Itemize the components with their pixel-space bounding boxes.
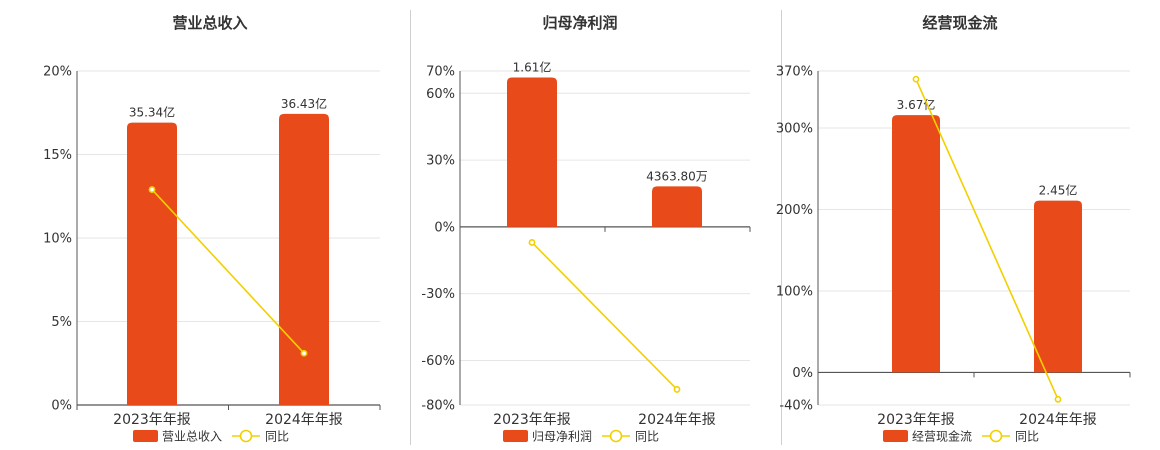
chart2-legend-line-marker [609,429,623,443]
chart1-category-label-2: 2024年年报 [265,412,343,428]
chart1-bar-1 [127,122,177,406]
chart3-ytick-label: 0% [792,366,813,381]
chart3-ytick-label: 100% [776,284,813,299]
chart3-ytick-label: 300% [776,122,813,137]
chart1-legend-bar-swatch [133,430,158,442]
chart1-bar-label-1: 35.34亿 [129,105,175,120]
chart1-yoy-line [151,189,305,354]
chart2-yoy-line [531,241,678,390]
chart3-yoy-point-1 [912,75,920,83]
chart3-legend-bar-label: 经营现金流 [912,429,972,444]
chart3-title: 经营现金流 [922,14,997,32]
chart2-ytick-label: -30% [421,287,455,302]
chart1-category-label-1: 2023年年报 [113,412,191,428]
chart1-ytick-label: 5% [51,315,72,330]
chart1-legend-line-marker [239,429,253,443]
chart3-category-label-1: 2023年年报 [877,412,955,428]
chart1-yoy-point-2 [300,349,308,357]
chart3-ytick-label: -40% [779,399,813,414]
chart3-legend-line-label: 同比 [1015,430,1039,444]
chart3-ytick-label: 370% [776,65,813,80]
chart1-ytick-label: 10% [43,232,72,247]
chart3-bar-2 [1034,200,1082,373]
chart2-yoy-point-2 [673,386,681,393]
chart1-ytick-label: 0% [51,399,72,414]
chart3-bar-1 [892,115,940,373]
chart1-yoy-point-1 [148,186,156,193]
chart3-yoy-point-2 [1054,395,1062,403]
chart1-title: 营业总收入 [172,14,247,32]
chart3-category-label-2: 2024年年报 [1019,412,1097,428]
chart3-legend-line-marker [989,429,1003,443]
chart2-bar-1 [507,77,557,227]
chart3-yoy-line [915,78,1059,400]
chart2-category-label-1: 2023年年报 [493,412,571,428]
chart2-ytick-label: 30% [426,154,455,169]
chart2-category-label-2: 2024年年报 [638,412,716,428]
panel-divider-2 [781,10,782,445]
chart2-ytick-label: 70% [426,65,455,80]
chart2-ytick-label: 60% [426,87,455,102]
chart1-legend-bar-label: 营业总收入 [162,430,222,444]
chart1-bar-label-2: 36.43亿 [281,96,327,111]
chart2-legend-line-label: 同比 [635,430,659,444]
chart2-bar-2 [652,186,702,227]
chart1-bar-2 [279,113,329,405]
chart2-ytick-label: 0% [434,220,455,235]
chart2-yoy-point-1 [528,239,536,246]
chart1-legend-line-label: 同比 [265,430,289,444]
chart2-title: 归母净利润 [542,14,617,32]
panel-divider-1 [410,10,411,445]
chart3-ytick-label: 200% [776,203,813,218]
chart3-legend-bar-swatch [883,430,908,442]
chart1-ytick-label: 20% [43,65,72,80]
chart2-ytick-label: -80% [421,399,455,414]
chart1-ytick-label: 15% [43,148,72,163]
chart2-bar-label-2: 4363.80万 [646,169,708,183]
chart2-legend-bar-swatch [503,430,528,442]
chart2-bar-label-1: 1.61亿 [513,59,552,74]
chart2-ytick-label: -60% [421,354,455,369]
chart2-legend-bar-label: 归母净利润 [532,430,592,444]
chart3-bar-label-2: 2.45亿 [1039,183,1078,198]
